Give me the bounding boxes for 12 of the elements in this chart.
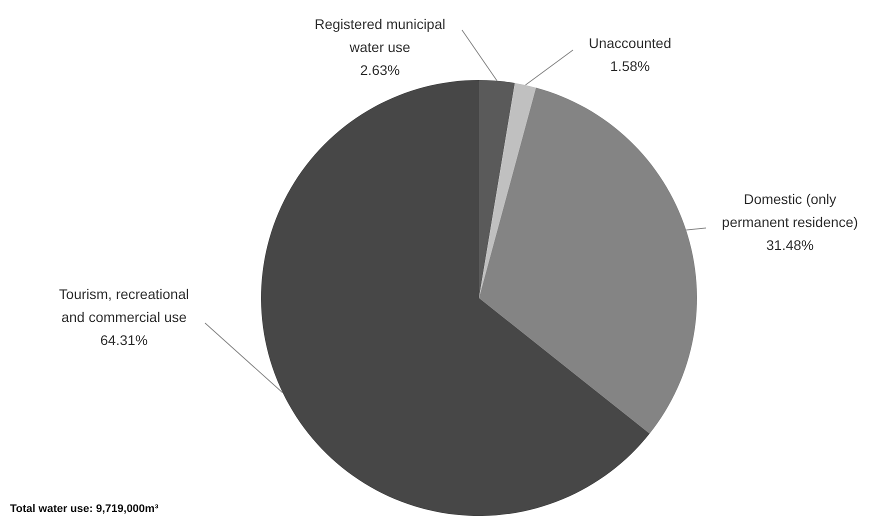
slice-label: Tourism, recreational and commercial use xyxy=(59,286,189,325)
data-label: 2.63% xyxy=(360,62,400,78)
slice-label: Registered municipal water use xyxy=(314,16,446,55)
slice-label: Domestic (only permanent residence) xyxy=(722,191,858,230)
data-label: 64.31% xyxy=(100,332,148,348)
text: Total water use: 9,719,000m³ xyxy=(10,503,158,515)
pie-slice xyxy=(261,80,650,516)
slice-label: Unaccounted xyxy=(588,35,672,51)
data-label: 31.48% xyxy=(766,237,814,253)
pie-slice xyxy=(479,82,536,298)
pie-slice xyxy=(479,80,515,298)
data-label: 1.58% xyxy=(610,58,650,74)
